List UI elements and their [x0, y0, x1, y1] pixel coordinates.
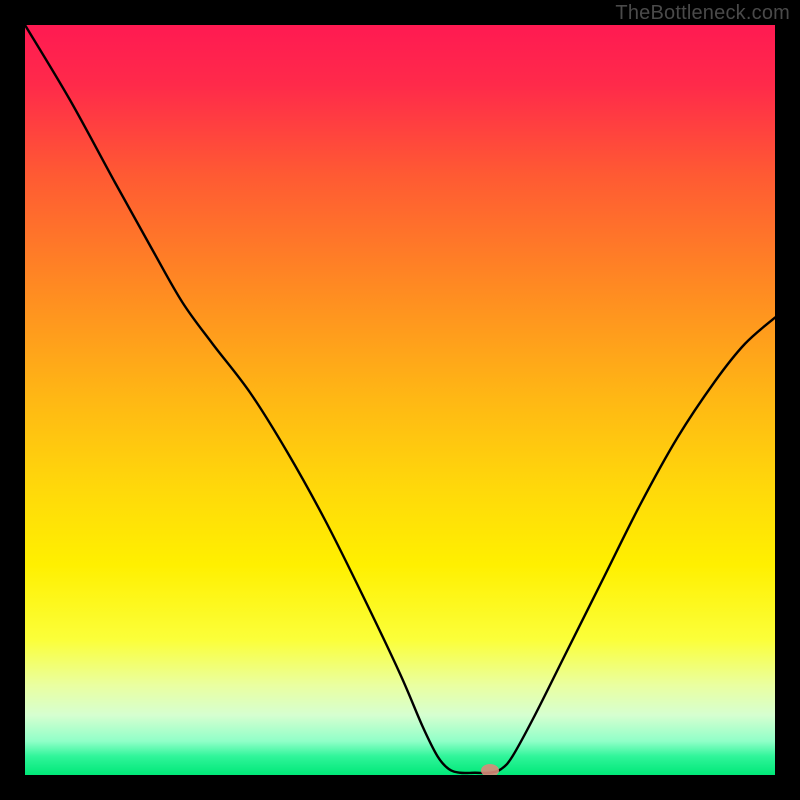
gradient-background — [25, 25, 775, 775]
watermark-text: TheBottleneck.com — [615, 2, 790, 25]
plot-area — [25, 25, 775, 775]
chart-frame: TheBottleneck.com — [0, 0, 800, 800]
chart-svg — [25, 25, 775, 775]
